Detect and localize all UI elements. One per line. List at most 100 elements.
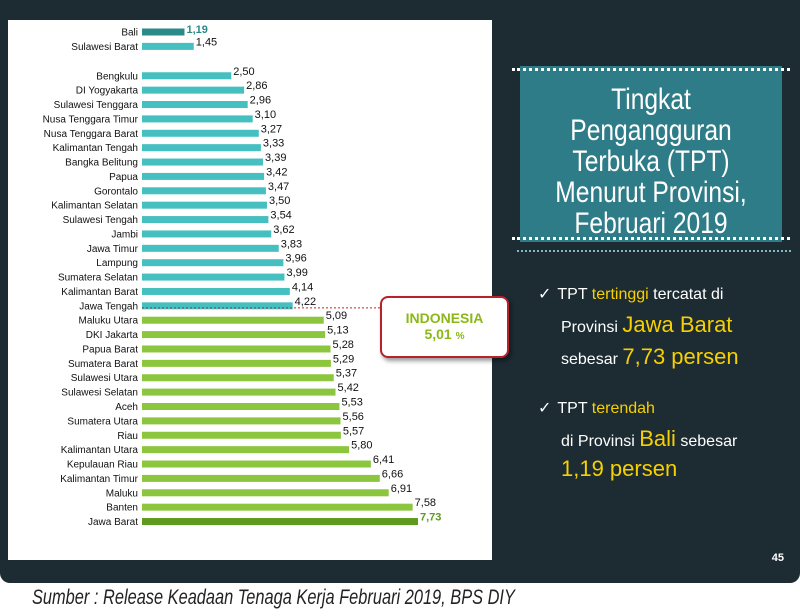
category-label: Sulawesi Selatan	[61, 388, 138, 399]
category-label: Kalimantan Barat	[61, 287, 138, 298]
bar	[142, 316, 324, 324]
category-label: Kalimantan Tengah	[53, 143, 138, 154]
value-label: 6,66	[382, 468, 403, 480]
category-label: Bengkulu	[96, 71, 138, 82]
bar	[142, 158, 264, 166]
category-label: Sulawesi Tengah	[63, 215, 138, 226]
value-label: 5,37	[336, 368, 357, 380]
category-label: DI Yogyakarta	[76, 86, 139, 97]
indonesia-callout: INDONESIA 5,01 %	[380, 296, 509, 358]
bar	[142, 129, 259, 137]
category-label: Maluku	[106, 488, 138, 499]
category-label: Kalimantan Selatan	[51, 201, 138, 212]
title-line: Tingkat	[611, 83, 691, 116]
value-label: 3,96	[285, 253, 306, 265]
category-label: DKI Jakarta	[86, 330, 139, 341]
value-label: 5,80	[351, 440, 372, 452]
value-label: 5,28	[333, 339, 354, 351]
category-label: Jambi	[111, 229, 138, 240]
value-label: 7,73	[420, 512, 441, 524]
highest-line-3: sebesar 7,73 persen	[561, 344, 739, 369]
bar	[142, 144, 261, 152]
category-label: Sulawesi Utara	[71, 373, 139, 384]
source-note: Sumber : Release Keadaan Tenaga Kerja Fe…	[32, 586, 515, 609]
value-label: 3,39	[265, 152, 286, 164]
indonesia-value: 5,01 %	[424, 326, 465, 342]
category-label: Sumatera Barat	[68, 359, 138, 370]
title-line: Pengangguran	[570, 114, 732, 147]
title-line: Menurut Provinsi,	[555, 176, 747, 209]
title-line: Februari 2019	[574, 207, 728, 240]
value-label: 3,54	[270, 210, 291, 222]
check-icon: ✓	[538, 286, 552, 303]
value-label: 6,41	[373, 454, 394, 466]
title-dotted-border-top	[512, 68, 790, 71]
category-label: Banten	[106, 503, 138, 514]
category-label: Jawa Tengah	[79, 301, 138, 312]
bar	[142, 101, 248, 109]
category-label: Sumatera Utara	[67, 416, 138, 427]
bar	[142, 28, 185, 36]
category-label: Jawa Timur	[87, 244, 139, 255]
highest-line-1: ✓ TPT tertinggi tercatat di	[538, 286, 724, 303]
bar	[142, 489, 389, 497]
lowest-line-2: di Provinsi Bali sebesar	[561, 426, 738, 451]
value-label: 4,14	[292, 281, 313, 293]
bar	[142, 403, 340, 410]
category-label: Lampung	[96, 258, 138, 269]
page-title: Tingkat Pengangguran Terbuka (TPT) Menur…	[544, 84, 759, 239]
category-label: Papua Barat	[82, 344, 138, 355]
value-label: 3,27	[261, 123, 282, 135]
category-label: Bali	[121, 28, 138, 39]
title-dotted-border-bottom	[512, 237, 790, 240]
value-label: 3,10	[255, 109, 276, 121]
value-label: 3,83	[281, 238, 302, 250]
bar	[142, 374, 334, 382]
title-line: Terbuka (TPT)	[572, 145, 730, 178]
value-label: 1,19	[186, 24, 207, 36]
value-label: 3,99	[286, 267, 307, 279]
category-label: Kalimantan Timur	[60, 474, 138, 485]
chart-panel: Bali 1,19 Sulawesi Barat 1,45 Bengkulu 2,50 DI…	[8, 20, 492, 560]
bar	[142, 273, 285, 281]
category-label: Maluku Utara	[79, 316, 139, 327]
value-label: 5,56	[343, 411, 364, 423]
bar	[142, 115, 253, 123]
bar	[142, 230, 272, 238]
category-label: Aceh	[115, 402, 138, 413]
bar	[142, 86, 245, 94]
bar	[142, 431, 341, 439]
bar	[142, 259, 284, 267]
category-label: Riau	[117, 431, 138, 442]
bar	[142, 345, 331, 353]
bar	[142, 302, 293, 310]
bar	[142, 388, 336, 396]
title-divider	[517, 250, 791, 252]
bar	[142, 244, 279, 252]
bar	[142, 72, 232, 80]
value-label: 3,42	[266, 166, 287, 178]
category-label: Nusa Tenggara Barat	[44, 129, 139, 140]
bar	[142, 216, 269, 224]
bar	[142, 460, 371, 468]
value-label: 5,29	[333, 353, 354, 365]
bar	[142, 518, 418, 526]
highest-line-2: Provinsi Jawa Barat	[561, 312, 733, 337]
value-label: 5,09	[326, 310, 347, 322]
category-label: Sulawesi Tenggara	[54, 100, 139, 111]
bar-chart: Bali 1,19 Sulawesi Barat 1,45 Bengkulu 2,50 DI…	[43, 24, 442, 528]
bar	[142, 172, 265, 180]
value-label: 6,91	[391, 483, 412, 495]
lowest-line-3: 1,19 persen	[561, 456, 678, 481]
value-label: 5,13	[327, 325, 348, 337]
title-box: Tingkat Pengangguran Terbuka (TPT) Menur…	[512, 66, 790, 242]
value-label: 5,53	[341, 397, 362, 409]
value-label: 3,47	[268, 181, 289, 193]
category-label: Kalimantan Utara	[61, 445, 139, 456]
value-label: 3,33	[263, 138, 284, 150]
category-label: Sumatera Selatan	[58, 273, 138, 284]
bar	[142, 474, 380, 482]
value-label: 5,57	[343, 425, 364, 437]
category-label: Sulawesi Barat	[71, 42, 138, 53]
page-number: 45	[771, 552, 784, 564]
